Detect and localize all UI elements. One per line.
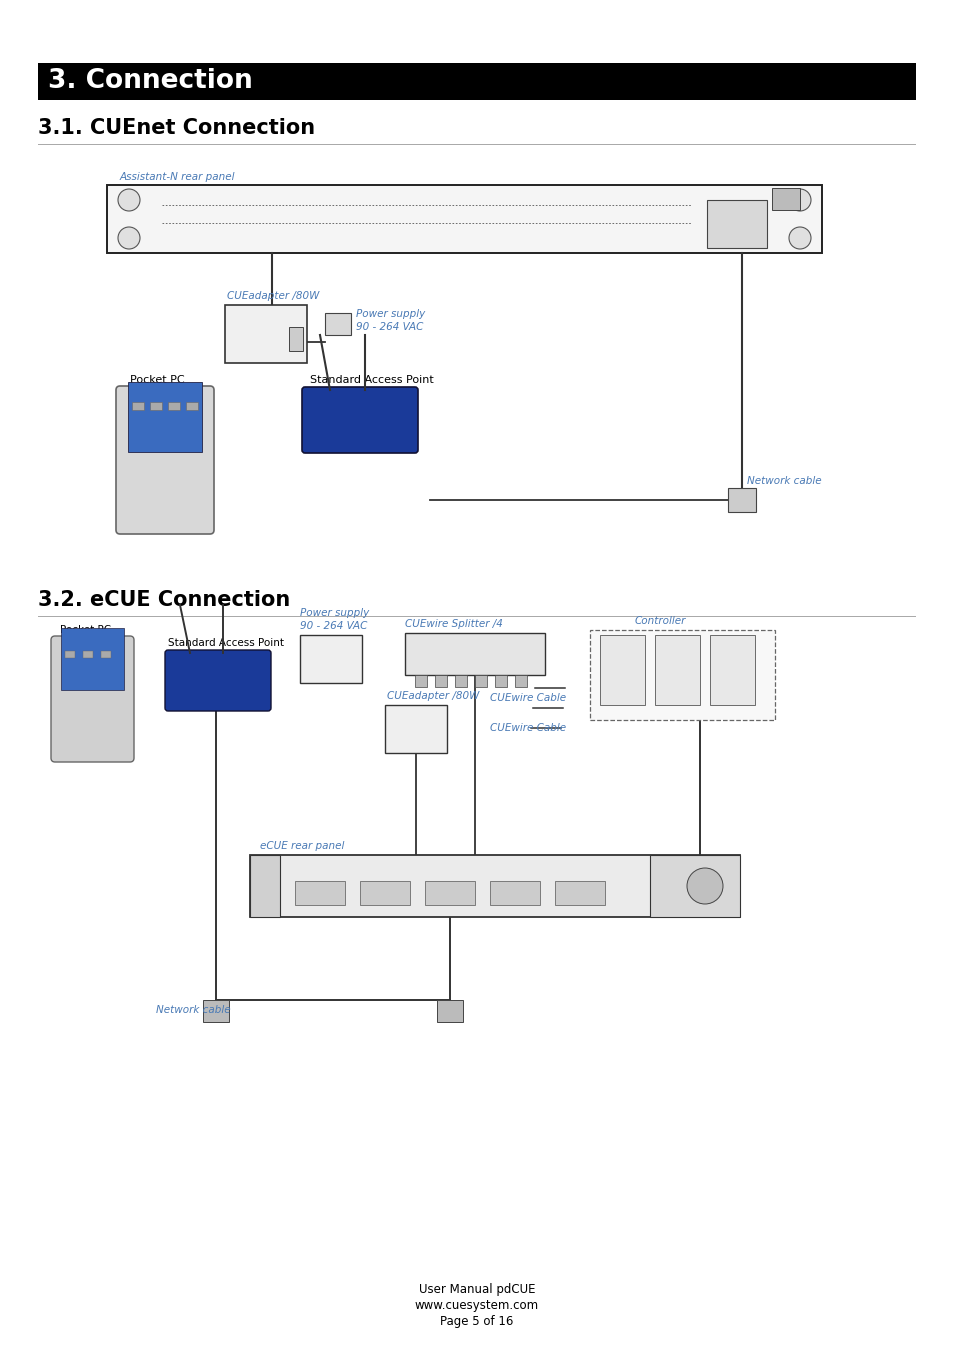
Bar	[424, 881, 475, 905]
Bar	[475, 676, 486, 688]
Bar	[250, 855, 280, 917]
Ellipse shape	[118, 189, 140, 211]
Ellipse shape	[788, 189, 810, 211]
Bar	[65, 651, 75, 658]
Bar	[289, 327, 303, 351]
Bar	[706, 200, 766, 249]
Text: CUEwire Splitter /4: CUEwire Splitter /4	[405, 619, 502, 630]
Bar	[203, 1000, 229, 1021]
Bar	[649, 855, 740, 917]
FancyBboxPatch shape	[302, 386, 417, 453]
Text: www.cuesystem.com: www.cuesystem.com	[415, 1300, 538, 1312]
Bar	[455, 676, 467, 688]
Bar	[687, 855, 711, 877]
Text: Controller: Controller	[635, 616, 685, 626]
Text: 3. Connection: 3. Connection	[48, 69, 253, 95]
Text: 3.1. CUEnet Connection: 3.1. CUEnet Connection	[38, 118, 314, 138]
Bar	[132, 403, 144, 409]
Bar	[359, 881, 410, 905]
Text: User Manual pdCUE: User Manual pdCUE	[418, 1283, 535, 1296]
Bar	[385, 705, 447, 753]
Bar	[299, 635, 361, 684]
Bar	[436, 1000, 462, 1021]
Text: Page 5 of 16: Page 5 of 16	[440, 1315, 513, 1328]
Bar	[264, 308, 280, 336]
Bar	[599, 635, 644, 705]
Text: CUEwire Cable: CUEwire Cable	[490, 723, 565, 734]
Bar	[771, 188, 800, 209]
Bar	[655, 635, 700, 705]
Ellipse shape	[118, 227, 140, 249]
Bar	[435, 676, 447, 688]
Bar	[38, 63, 915, 100]
Bar	[515, 676, 526, 688]
FancyBboxPatch shape	[51, 636, 133, 762]
Bar	[495, 676, 506, 688]
Bar	[186, 403, 198, 409]
Bar	[101, 651, 111, 658]
Text: Power supply
90 - 264 VAC: Power supply 90 - 264 VAC	[299, 608, 369, 631]
Text: CUEadapter /80W: CUEadapter /80W	[387, 690, 478, 701]
Text: Pocket PC: Pocket PC	[130, 376, 185, 385]
Bar	[415, 676, 427, 688]
Bar	[589, 630, 774, 720]
Bar	[490, 881, 539, 905]
Bar	[107, 185, 821, 253]
Bar	[83, 651, 92, 658]
Text: Standard Access Point: Standard Access Point	[168, 638, 284, 648]
Bar	[405, 634, 544, 676]
Bar	[168, 403, 180, 409]
Text: Pocket PC: Pocket PC	[60, 626, 111, 635]
Text: CUEwire Cable: CUEwire Cable	[490, 693, 565, 703]
Bar	[61, 628, 124, 690]
Bar	[128, 382, 202, 453]
Text: 3.2. eCUE Connection: 3.2. eCUE Connection	[38, 590, 290, 611]
Bar	[294, 881, 345, 905]
FancyBboxPatch shape	[165, 650, 271, 711]
Text: eCUE rear panel: eCUE rear panel	[260, 842, 344, 851]
Text: Network cable: Network cable	[156, 1005, 231, 1015]
Text: CUEadapter /80W: CUEadapter /80W	[227, 290, 319, 301]
Text: Assistant-N rear panel: Assistant-N rear panel	[120, 172, 235, 182]
Text: Network cable: Network cable	[746, 476, 821, 486]
Ellipse shape	[686, 867, 722, 904]
Bar	[325, 313, 351, 335]
Bar	[150, 403, 162, 409]
Text: Power supply
90 - 264 VAC: Power supply 90 - 264 VAC	[355, 309, 425, 332]
Bar	[225, 305, 307, 363]
FancyBboxPatch shape	[116, 386, 213, 534]
Bar	[250, 855, 740, 917]
Ellipse shape	[788, 227, 810, 249]
Bar	[555, 881, 604, 905]
Bar	[709, 635, 754, 705]
Text: Standard Access Point: Standard Access Point	[310, 376, 434, 385]
Bar	[727, 488, 755, 512]
